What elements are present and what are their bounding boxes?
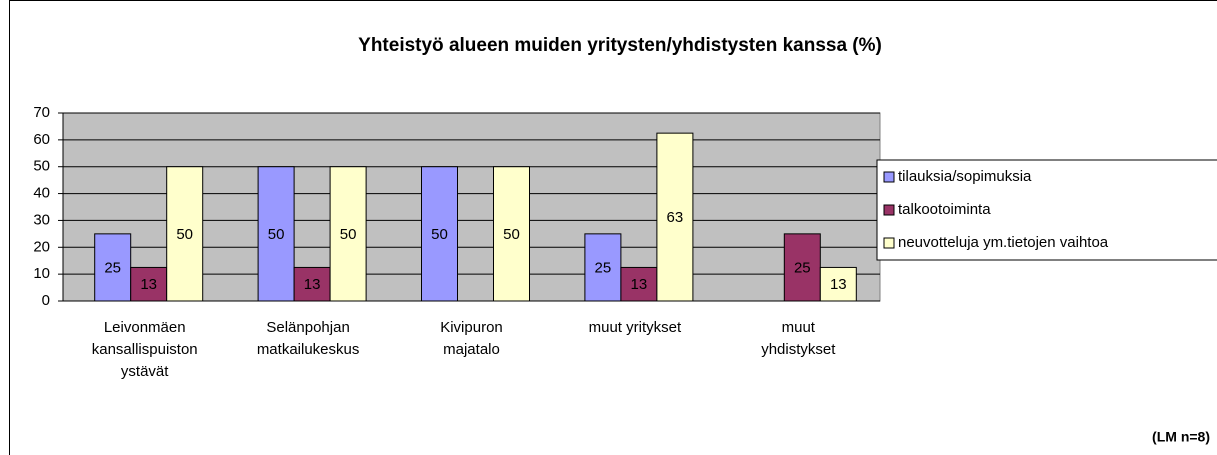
x-tick-label: muut yhdistykset: [761, 319, 836, 358]
y-tick-label: 0: [42, 292, 50, 309]
data-label: 13: [830, 276, 847, 293]
data-label: 25: [595, 259, 612, 276]
legend-box: [876, 159, 1217, 261]
data-label: 50: [431, 226, 448, 243]
x-tick-label: Leivonmäen kansallispuiston ystävät: [92, 319, 198, 380]
data-label: 50: [176, 226, 193, 243]
legend-swatch: [883, 171, 895, 183]
data-label: 13: [304, 276, 321, 293]
bar: [329, 166, 367, 302]
data-label: 50: [268, 226, 285, 243]
y-tick-label: 60: [33, 131, 50, 148]
data-label: 50: [340, 226, 357, 243]
x-tick-label: Kivipuron majatalo: [440, 319, 503, 358]
y-tick-label: 30: [33, 211, 50, 228]
y-tick-label: 40: [33, 185, 50, 202]
data-label: 13: [140, 276, 157, 293]
x-tick-label: Selänpohjan matkailukeskus: [257, 319, 360, 358]
data-label: 25: [104, 259, 121, 276]
y-tick-label: 20: [33, 238, 50, 255]
data-label: 25: [794, 259, 811, 276]
data-label: 13: [631, 276, 648, 293]
legend-swatch: [883, 204, 895, 216]
x-tick-label: muut yritykset: [589, 319, 682, 336]
data-label: 50: [503, 226, 520, 243]
bar: [584, 233, 622, 302]
y-tick-label: 10: [33, 265, 50, 282]
bar: [421, 166, 458, 302]
bar: [166, 166, 204, 302]
chart-title: Yhteistyö alueen muiden yritysten/yhdist…: [358, 35, 882, 56]
legend-label: tilauksia/sopimuksia: [898, 168, 1032, 185]
data-label: 63: [667, 209, 684, 226]
y-tick-label: 70: [33, 104, 50, 121]
bar: [493, 166, 530, 302]
y-tick-label: 50: [33, 158, 50, 175]
legend-swatch: [883, 237, 895, 249]
chart-note: (LM n=8): [1152, 429, 1210, 445]
legend-label: neuvotteluja ym.tietojen vaihtoa: [898, 234, 1109, 251]
legend-label: talkootoiminta: [898, 201, 991, 218]
bar: [293, 266, 331, 302]
